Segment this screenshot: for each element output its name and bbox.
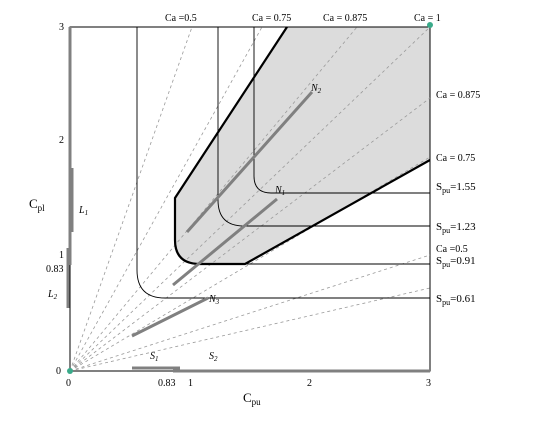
marker-s2: S2 [209,351,218,363]
marker-n3: N3 [208,294,220,306]
spu-label-155: Spu=1.55 [436,181,476,195]
corner-dot [427,22,433,28]
spu-label-061: Spu=0.61 [436,293,476,307]
x-tick-labels: 0 0.83 1 2 3 [66,378,431,389]
x-tick-0: 0 [66,378,71,389]
x-tick-3: 3 [426,378,431,389]
y-tick-083: 0.83 [46,264,64,275]
y-axis-title: Cpl [29,196,45,213]
shaded-region [175,27,430,264]
gray-segments [131,91,314,338]
x-tick-1: 1 [188,378,193,389]
x-tick-083: 0.83 [158,378,176,389]
ca-label-05-right: Ca =0.5 [436,244,468,255]
y-tick-3: 3 [59,22,64,33]
y-tick-0: 0 [56,366,61,377]
marker-n1: N1 [274,185,285,197]
ca-label-075-right: Ca = 0.75 [436,153,475,164]
marker-l1: L1 [78,205,88,217]
y-tick-2: 2 [59,135,64,146]
y-tick-1: 1 [59,250,64,261]
marker-s1: S1 [150,351,159,363]
ca-label-05-top: Ca =0.5 [165,13,197,24]
ca-label-0875-right: Ca = 0.875 [436,90,480,101]
marker-l2: L2 [47,289,58,301]
spu-label-091: Spu=0.91 [436,255,476,269]
axis-bars [66,27,430,373]
ca-labels-top: Ca =0.5 Ca = 0.75 Ca = 0.875 Ca = 1 [165,13,441,24]
segment-markers: N2 N1 N3 L1 L2 S1 S2 [47,83,322,363]
x-axis-title: Cpu [243,390,261,407]
ca-labels-right: Ca = 0.875 Ca = 0.75 Ca =0.5 [436,90,480,255]
y-tick-labels: 3 2 1 0.83 0 [46,22,64,377]
spu-label-123: Spu=1.23 [436,221,476,235]
ca-label-075-top: Ca = 0.75 [252,13,291,24]
x-tick-2: 2 [307,378,312,389]
origin-dot [67,368,73,374]
ca-label-0875-top: Ca = 0.875 [323,13,367,24]
spu-labels: Spu=1.55 Spu=1.23 Spu=0.91 Spu=0.61 [436,181,476,307]
marker-n2: N2 [310,83,322,95]
ca-label-1-top: Ca = 1 [414,13,441,24]
